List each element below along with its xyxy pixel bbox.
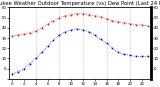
Title: Milwaukee Weather Outdoor Temperature (vs) Dew Point (Last 24 Hours): Milwaukee Weather Outdoor Temperature (v… (0, 1, 160, 6)
